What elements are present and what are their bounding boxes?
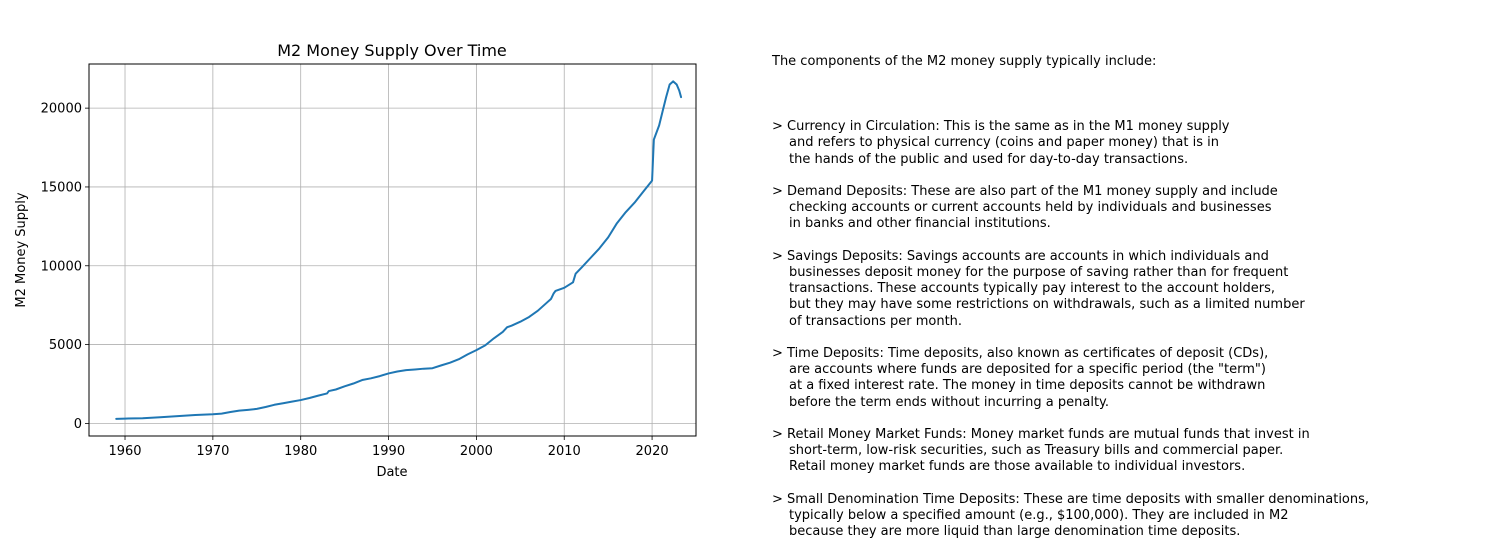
note-heading-line: > Currency in Circulation: This is the s… <box>772 119 1230 135</box>
notes-intro: The components of the M2 money supply ty… <box>772 54 1157 70</box>
note-text-line: Retail money market funds are those avai… <box>789 459 1246 475</box>
note-item: > Demand Deposits: These are also part o… <box>772 184 1492 233</box>
series-line <box>115 80 683 420</box>
y-tick-label: 0 <box>74 417 82 432</box>
note-text-line: transactions. These accounts typically p… <box>789 281 1275 297</box>
y-tick-label: 5000 <box>49 338 82 353</box>
note-item: > Currency in Circulation: This is the s… <box>772 119 1492 168</box>
note-text-line: but they may have some restrictions on w… <box>789 297 1305 313</box>
grid <box>89 64 696 436</box>
x-tick-label: 2000 <box>460 444 493 459</box>
plot-frame <box>88 63 697 437</box>
x-tick-label: 2020 <box>636 444 669 459</box>
x-axis-label: Date <box>376 465 407 480</box>
note-heading-line: > Savings Deposits: Savings accounts are… <box>772 248 1269 264</box>
note-text-line: the hands of the public and used for day… <box>789 151 1189 167</box>
note-text-line: before the term ends without incurring a… <box>789 394 1110 410</box>
y-axis: 0 5000 10000 15000 20000 <box>41 102 89 432</box>
x-tick-label: 2010 <box>548 444 581 459</box>
note-heading-line: > Retail Money Market Funds: Money marke… <box>772 427 1310 442</box>
note-item: > Small Denomination Time Deposits: Thes… <box>772 492 1492 541</box>
note-text-line: in banks and other financial institution… <box>789 216 1051 232</box>
note-text-line: of transactions per month. <box>789 313 963 329</box>
x-axis: 1960 1970 1980 1990 2000 2010 2020 <box>108 436 669 459</box>
note-item: > Retail Money Market Funds: Money marke… <box>772 427 1492 476</box>
note-heading-line: > Time Deposits: Time deposits, also kno… <box>772 346 1269 361</box>
x-tick-label: 1990 <box>372 444 405 459</box>
note-item: > Time Deposits: Time deposits, also kno… <box>772 346 1492 411</box>
note-item: > Savings Deposits: Savings accounts are… <box>772 249 1492 330</box>
note-text-line: checking accounts or current accounts he… <box>789 200 1272 216</box>
y-tick-label: 10000 <box>41 259 82 274</box>
chart-title: M2 Money Supply Over Time <box>277 41 507 60</box>
note-text-line: and refers to physical currency (coins a… <box>789 135 1219 151</box>
chart-area: M2 Money Supply Over Time 1960 1970 1980 19… <box>0 0 760 500</box>
notes-list: > Currency in Circulation: This is the s… <box>772 119 1492 540</box>
note-heading-line: > Demand Deposits: These are also part o… <box>772 184 1278 199</box>
x-tick-label: 1980 <box>284 444 317 459</box>
note-text-line: businesses deposit money for the purpose… <box>789 265 1289 280</box>
note-text-line: typically below a specified amount (e.g.… <box>789 508 1289 523</box>
m2-components-notes: The components of the M2 money supply ty… <box>772 22 1492 557</box>
x-tick-label: 1970 <box>196 444 229 459</box>
note-text-line: are accounts where funds are deposited f… <box>789 362 1266 378</box>
y-tick-label: 20000 <box>41 102 82 117</box>
note-text-line: because they are more liquid than large … <box>789 524 1241 540</box>
note-text-line: short-term, low-risk securities, such as… <box>789 443 1284 459</box>
y-tick-label: 15000 <box>41 180 82 195</box>
series-layer <box>115 80 683 420</box>
m2-line-chart: M2 Money Supply Over Time 1960 1970 1980 19… <box>14 41 697 480</box>
y-axis-label: M2 Money Supply <box>14 192 29 307</box>
note-text-line: at a fixed interest rate. The money in t… <box>789 378 1266 394</box>
x-tick-label: 1960 <box>108 444 141 459</box>
